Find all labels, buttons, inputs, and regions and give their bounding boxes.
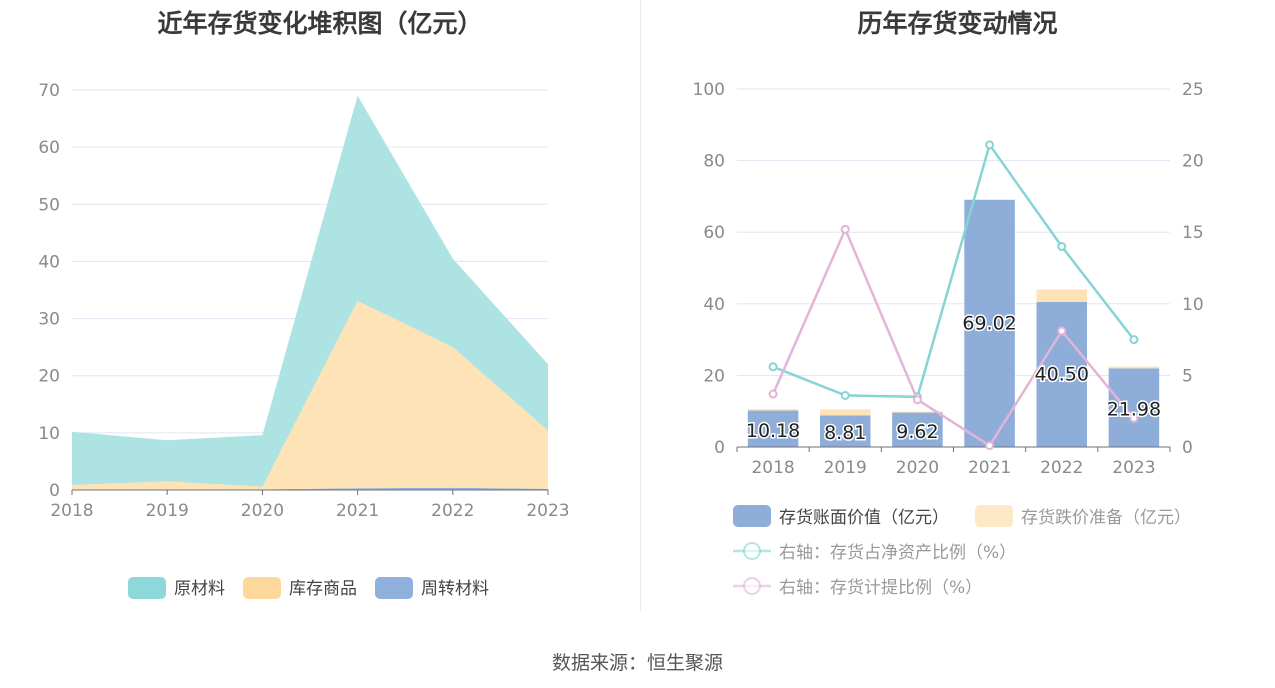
right-y-tick-label: 20 xyxy=(703,366,725,386)
left-chart-title: 近年存货变化堆积图（亿元） xyxy=(157,9,483,38)
left-y-tick-label: 20 xyxy=(38,367,60,387)
bar-inventory-value xyxy=(747,410,799,447)
right-x-tick-label: 2019 xyxy=(824,458,867,478)
legend-label-存货账面价值（亿元）: 存货账面价值（亿元） xyxy=(779,508,949,528)
right-y-tick-label: 100 xyxy=(693,80,725,100)
left-y-tick-label: 50 xyxy=(38,195,60,215)
right-y2-tick-label: 5 xyxy=(1182,366,1193,386)
bar-data-label: 69.02 xyxy=(962,312,1016,334)
bar-impairment-provision xyxy=(1108,366,1160,369)
legend-swatch-存货账面价值（亿元） xyxy=(733,505,771,527)
bar-impairment-provision xyxy=(964,199,1015,200)
legend-swatch-库存商品 xyxy=(243,577,281,599)
legend-label-库存商品: 库存商品 xyxy=(289,579,357,599)
line-point xyxy=(1057,242,1067,252)
right-y2-tick-label: 10 xyxy=(1182,295,1204,315)
left-y-tick-label: 60 xyxy=(38,138,60,158)
right-x-tick-label: 2022 xyxy=(1040,458,1083,478)
right-y-tick-label: 60 xyxy=(703,223,725,243)
right-y2-tick-label: 15 xyxy=(1182,223,1204,243)
right-y-tick-label: 0 xyxy=(714,438,725,458)
legend-swatch-存货跌价准备（亿元） xyxy=(975,505,1013,527)
bar-inventory-value xyxy=(819,415,871,447)
right-x-tick-label: 2023 xyxy=(1112,458,1155,478)
right-chart-title: 历年存货变动情况 xyxy=(857,9,1058,38)
line-point xyxy=(1129,335,1139,345)
bar-data-label: 21.98 xyxy=(1107,399,1161,421)
right-y2-tick-label: 20 xyxy=(1182,152,1204,172)
bar-data-label: 9.62 xyxy=(896,421,938,443)
left-y-tick-label: 10 xyxy=(38,424,60,444)
left-y-tick-label: 0 xyxy=(49,481,60,501)
legend-swatch-marker xyxy=(743,542,761,560)
line-point xyxy=(840,390,850,400)
chart-divider xyxy=(640,0,641,612)
area-series-周转材料 xyxy=(72,487,548,490)
left-y-tick-label: 40 xyxy=(38,252,60,272)
legend-swatch-原材料 xyxy=(128,577,166,599)
legend-label-右轴：存货计提比例（%）: 右轴：存货计提比例（%） xyxy=(779,578,982,598)
legend-label-周转材料: 周转材料 xyxy=(421,579,489,599)
legend-label-存货跌价准备（亿元）: 存货跌价准备（亿元） xyxy=(1021,508,1191,528)
line-point xyxy=(985,140,995,150)
bar-inventory-value xyxy=(1108,368,1160,447)
bar-impairment-provision xyxy=(819,409,871,416)
line-point xyxy=(768,389,778,399)
line-point xyxy=(1129,413,1139,423)
bar-data-label: 10.18 xyxy=(746,420,800,442)
bar-inventory-value xyxy=(1036,302,1088,447)
legend-label-右轴：存货占净资产比例（%）: 右轴：存货占净资产比例（%） xyxy=(779,543,1016,563)
right-x-tick-label: 2020 xyxy=(896,458,939,478)
left-y-tick-label: 30 xyxy=(38,310,60,330)
left-x-tick-label: 2018 xyxy=(50,501,93,521)
left-y-tick-label: 70 xyxy=(38,81,60,101)
line-point xyxy=(1057,326,1067,336)
bar-inventory-value xyxy=(892,412,943,447)
legend-label-原材料: 原材料 xyxy=(174,579,225,599)
bar-impairment-provision xyxy=(892,411,943,413)
left-x-tick-label: 2019 xyxy=(146,501,189,521)
right-x-tick-label: 2021 xyxy=(968,458,1011,478)
right-x-tick-label: 2018 xyxy=(751,458,794,478)
right-y2-tick-label: 0 xyxy=(1182,438,1193,458)
left-x-tick-label: 2020 xyxy=(241,501,284,521)
right-y2-tick-label: 25 xyxy=(1182,80,1204,100)
area-series-原材料 xyxy=(72,95,548,487)
bar-impairment-provision xyxy=(747,409,799,411)
line-series-右轴：存货占净资产比例（%） xyxy=(772,141,1135,399)
right-y-tick-label: 80 xyxy=(703,152,725,172)
line-point xyxy=(985,441,995,451)
left-x-tick-label: 2021 xyxy=(336,501,379,521)
area-series-库存商品 xyxy=(72,300,548,490)
bar-impairment-provision xyxy=(1036,289,1088,303)
line-point xyxy=(768,362,778,372)
bar-data-label: 8.81 xyxy=(824,422,866,444)
right-y-tick-label: 40 xyxy=(703,295,725,315)
left-x-tick-label: 2022 xyxy=(431,501,474,521)
line-point xyxy=(912,395,922,405)
bar-data-label: 40.50 xyxy=(1035,364,1089,386)
left-x-tick-label: 2023 xyxy=(526,501,569,521)
line-series-右轴：存货计提比例（%） xyxy=(771,226,1135,448)
data-source: 数据来源：恒生聚源 xyxy=(551,652,723,674)
legend-swatch-周转材料 xyxy=(375,577,413,599)
legend-swatch-marker xyxy=(743,577,761,595)
bar-inventory-value xyxy=(964,199,1015,447)
line-point xyxy=(840,224,850,234)
